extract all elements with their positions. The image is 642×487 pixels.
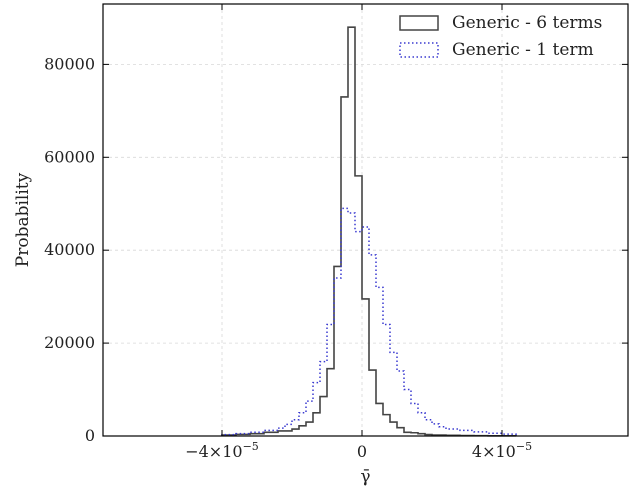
x-tick-label: 4×10−5 bbox=[472, 440, 532, 461]
legend-swatch-generic-6-terms bbox=[399, 15, 439, 31]
plot-frame bbox=[102, 3, 629, 437]
y-tick-label: 20000 bbox=[44, 333, 95, 352]
x-tick-label: 0 bbox=[357, 442, 367, 461]
y-tick-label: 60000 bbox=[44, 147, 95, 166]
x-axis-label: γ̄ bbox=[360, 467, 370, 487]
grid-layer bbox=[103, 4, 628, 437]
series-layer bbox=[221, 26, 517, 437]
y-tick-label: 40000 bbox=[44, 240, 95, 259]
y-axis-label: Probability bbox=[13, 172, 33, 267]
legend: Generic - 6 terms Generic - 1 term bbox=[399, 13, 602, 60]
histogram-series-0 bbox=[221, 26, 517, 437]
legend-swatch-generic-1-term bbox=[399, 42, 439, 58]
legend-label-generic-6-terms: Generic - 6 terms bbox=[452, 13, 602, 33]
x-tick-label: −4×10−5 bbox=[185, 440, 259, 461]
legend-label-generic-1-term: Generic - 1 term bbox=[452, 40, 594, 60]
y-tick-label: 0 bbox=[85, 426, 95, 445]
tick-layer: −4×10−5 0 4×10−5 0 20000 40000 60000 80000 bbox=[44, 4, 628, 461]
y-tick-label: 80000 bbox=[44, 54, 95, 73]
